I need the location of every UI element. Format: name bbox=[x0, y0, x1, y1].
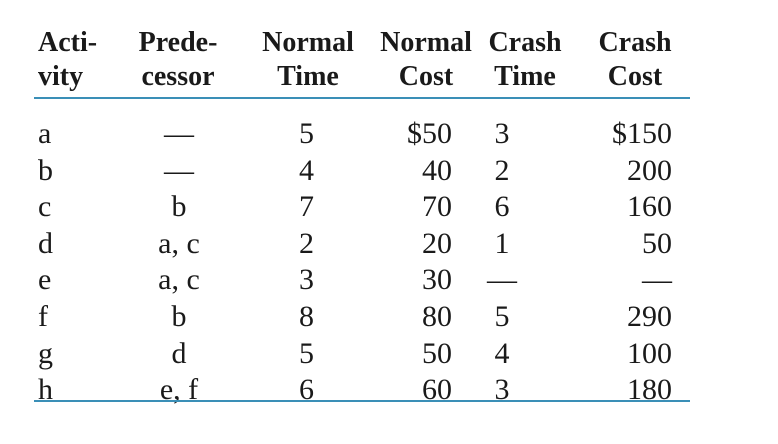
header-predecessor: Prede- cessor bbox=[138, 27, 218, 92]
cell-activity: f bbox=[38, 299, 48, 333]
cell-normal-time: 5 bbox=[299, 336, 314, 370]
cell-normal-time: 5 bbox=[299, 117, 314, 150]
cell-crash-time: 6 bbox=[494, 190, 510, 224]
header-normal-time: Normal Time bbox=[262, 27, 354, 92]
cell-normal-cost: 50 bbox=[422, 336, 452, 370]
table-header: Acti- vity Prede- cessor Normal Time Nor… bbox=[34, 20, 690, 96]
cell-normal-time: 7 bbox=[299, 190, 314, 224]
table-row: e a, c 3 30 — — bbox=[34, 262, 690, 299]
cell-crash-time: 4 bbox=[494, 336, 510, 370]
header-crash-time: Crash Time bbox=[488, 27, 562, 92]
cell-activity: g bbox=[38, 336, 53, 370]
cell-normal-time: 2 bbox=[299, 226, 314, 260]
header-activity: Acti- vity bbox=[38, 27, 98, 92]
cell-activity: d bbox=[38, 226, 53, 260]
table-row: d a, c 2 20 1 50 bbox=[34, 226, 690, 263]
cell-crash-cost: 100 bbox=[627, 336, 672, 370]
header-normal-cost: Normal Cost bbox=[380, 27, 472, 92]
cell-predecessor: d bbox=[171, 336, 187, 370]
cell-activity: h bbox=[38, 373, 53, 407]
cell-crash-cost: — bbox=[642, 263, 672, 297]
cell-normal-cost: 30 bbox=[422, 263, 452, 297]
cell-normal-time: 6 bbox=[299, 373, 314, 407]
cell-crash-cost: 180 bbox=[627, 373, 672, 407]
table-row: h e, f 6 60 3 180 bbox=[34, 372, 690, 409]
header-rule bbox=[34, 97, 690, 99]
cell-predecessor: b bbox=[171, 299, 187, 333]
cell-activity: e bbox=[38, 263, 52, 297]
cell-normal-time: 8 bbox=[299, 299, 314, 333]
cell-predecessor: — bbox=[164, 117, 194, 150]
cell-predecessor: a, c bbox=[158, 226, 200, 260]
table-body: a — 5 $50 3 $150 b — 4 40 2 200 c b 7 70… bbox=[34, 116, 690, 409]
cell-normal-cost: 60 bbox=[422, 373, 452, 407]
cell-predecessor: a, c bbox=[158, 263, 200, 297]
cell-normal-cost: 70 bbox=[422, 190, 452, 224]
cell-crash-cost: $150 bbox=[612, 117, 672, 150]
cell-normal-cost: 40 bbox=[422, 153, 452, 187]
bottom-rule bbox=[34, 400, 690, 402]
activity-table: Acti- vity Prede- cessor Normal Time Nor… bbox=[34, 20, 690, 406]
cell-crash-time: 3 bbox=[494, 373, 510, 407]
cell-predecessor: e, f bbox=[159, 373, 199, 407]
cell-normal-cost: 20 bbox=[422, 226, 452, 260]
cell-normal-cost: 80 bbox=[422, 299, 452, 333]
cell-crash-cost: 200 bbox=[627, 153, 672, 187]
table-row: f b 8 80 5 290 bbox=[34, 299, 690, 336]
table-row: g d 5 50 4 100 bbox=[34, 336, 690, 373]
cell-normal-cost: $50 bbox=[407, 117, 452, 150]
table-row: b — 4 40 2 200 bbox=[34, 153, 690, 190]
cell-crash-cost: 290 bbox=[627, 299, 672, 333]
header-crash-cost: Crash Cost bbox=[598, 27, 672, 92]
cell-normal-time: 3 bbox=[299, 263, 314, 297]
cell-activity: b bbox=[38, 153, 53, 187]
cell-crash-time: 3 bbox=[494, 117, 510, 150]
cell-crash-time: 5 bbox=[494, 299, 510, 333]
table-row: a — 5 $50 3 $150 bbox=[34, 116, 690, 153]
cell-crash-cost: 50 bbox=[642, 226, 672, 260]
cell-crash-time: 2 bbox=[494, 153, 510, 187]
cell-predecessor: b bbox=[171, 190, 187, 224]
cell-activity: c bbox=[38, 190, 52, 224]
cell-normal-time: 4 bbox=[299, 153, 314, 187]
cell-predecessor: — bbox=[164, 153, 194, 187]
table-row: c b 7 70 6 160 bbox=[34, 189, 690, 226]
cell-crash-time: — bbox=[487, 263, 517, 297]
cell-activity: a bbox=[38, 117, 52, 150]
cell-crash-cost: 160 bbox=[627, 190, 672, 224]
cell-crash-time: 1 bbox=[494, 226, 510, 260]
